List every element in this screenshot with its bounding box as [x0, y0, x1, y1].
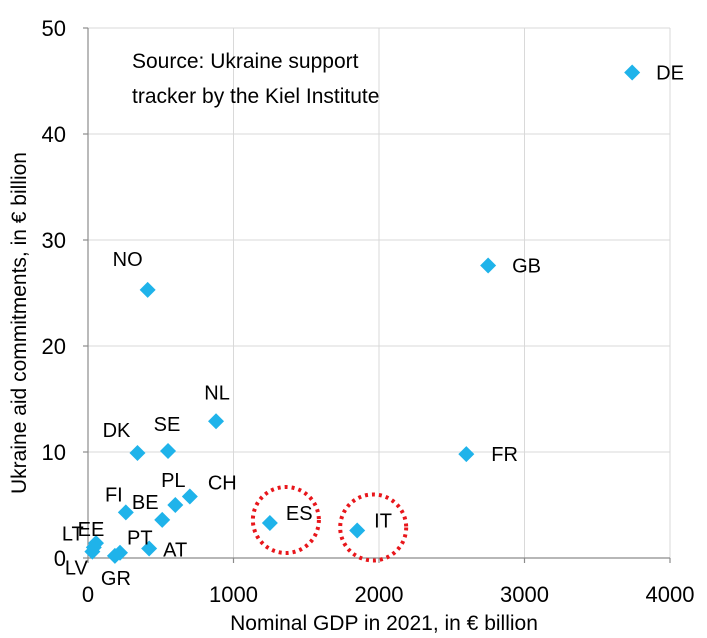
highlight-circles: [250, 485, 409, 563]
point-es: [261, 515, 278, 532]
point-at: [141, 540, 158, 557]
point-label-lt: LT: [62, 523, 84, 545]
highlight-circle-es: [250, 485, 321, 556]
point-label-nl: NL: [204, 382, 230, 404]
x-tick-label: 4000: [646, 582, 695, 607]
point-it: [349, 522, 366, 539]
point-label-at: AT: [163, 539, 187, 561]
point-fi: [117, 504, 134, 521]
y-tick-label: 50: [42, 16, 66, 41]
source-note-line-2: tracker by the Kiel Institute: [132, 85, 379, 108]
point-label-gr: GR: [101, 568, 131, 590]
point-label-gb: GB: [512, 255, 541, 277]
point-label-de: DE: [656, 63, 684, 85]
axes: [83, 27, 671, 563]
point-pl: [167, 497, 184, 513]
x-tick-label: 2000: [355, 582, 404, 607]
point-gb: [480, 257, 497, 274]
x-axis-title: Nominal GDP in 2021, in € billion: [230, 612, 538, 635]
x-tick-labels: 0 1000 2000 3000 4000: [82, 582, 695, 607]
grid: [88, 27, 671, 558]
x-tick-label: 3000: [500, 582, 549, 607]
point-label-no: NO: [113, 249, 143, 271]
point-label-dk: DK: [103, 420, 131, 442]
x-tick-label: 1000: [209, 582, 258, 607]
point-nl: [208, 413, 225, 430]
point-label-fi: FI: [105, 484, 123, 506]
point-label-se: SE: [154, 414, 181, 436]
point-label-es: ES: [286, 503, 313, 525]
point-dk: [129, 445, 146, 462]
y-tick-labels: 0 10 20 30 40 50: [42, 16, 66, 571]
point-label-fr: FR: [491, 444, 518, 466]
y-tick-label: 20: [42, 334, 66, 359]
highlight-circle-it: [338, 492, 409, 563]
point-gr: [106, 547, 123, 564]
point-be: [154, 511, 171, 528]
point-label-lv: LV: [65, 558, 89, 580]
data-points: [84, 64, 641, 564]
point-label-it: IT: [374, 510, 392, 532]
point-label-pl: PL: [161, 470, 185, 492]
point-label-ee: EE: [78, 519, 105, 541]
point-se: [160, 442, 177, 459]
y-tick-label: 0: [54, 546, 66, 571]
source-note-line-1: Source: Ukraine support: [132, 50, 359, 73]
y-tick-label: 10: [42, 440, 66, 465]
point-label-pt: PT: [127, 528, 153, 550]
point-lv: [84, 543, 101, 560]
point-label-ch: CH: [208, 473, 237, 495]
y-tick-label: 40: [42, 122, 66, 147]
point-ch: [181, 488, 198, 505]
x-tick-label: 0: [82, 582, 94, 607]
point-fr: [458, 446, 475, 463]
point-no: [139, 281, 156, 298]
y-axis-title: Ukraine aid commitments, in € billion: [8, 152, 31, 494]
y-tick-label: 30: [42, 228, 66, 253]
point-de: [624, 64, 641, 81]
point-label-be: BE: [132, 492, 159, 514]
